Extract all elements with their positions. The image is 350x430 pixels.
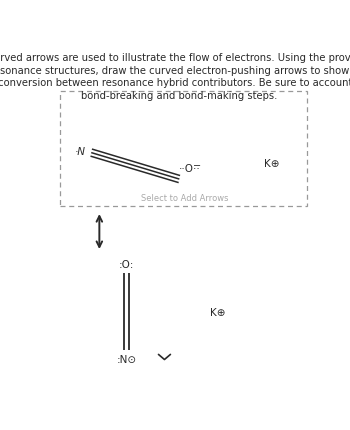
Text: −: − <box>193 161 201 171</box>
Text: Curved arrows are used to illustrate the flow of electrons. Using the provided: Curved arrows are used to illustrate the… <box>0 53 350 63</box>
Text: Select to Add Arrows: Select to Add Arrows <box>141 194 229 203</box>
Text: interconversion between resonance hybrid contributors. Be sure to account for al: interconversion between resonance hybrid… <box>0 78 350 89</box>
Text: :O:: :O: <box>119 260 134 270</box>
Text: resonance structures, draw the curved electron-pushing arrows to show the: resonance structures, draw the curved el… <box>0 66 350 76</box>
Text: bond-breaking and bond-making steps.: bond-breaking and bond-making steps. <box>81 91 278 101</box>
Text: ··O··: ··O·· <box>179 164 201 174</box>
Text: K⊕: K⊕ <box>210 308 225 318</box>
Text: K⊕: K⊕ <box>264 159 279 169</box>
Text: :N⊙: :N⊙ <box>117 355 136 365</box>
Text: ·N: ·N <box>75 147 86 157</box>
